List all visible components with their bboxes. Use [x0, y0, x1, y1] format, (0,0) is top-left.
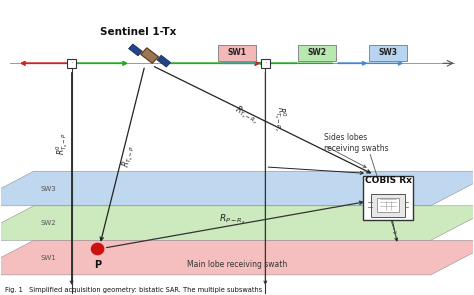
Text: SW1: SW1: [228, 48, 246, 58]
Text: P: P: [94, 260, 101, 270]
FancyBboxPatch shape: [141, 48, 158, 63]
Text: Fig. 1   Simplified acquisition geometry: bistatic SAR. The multiple subswaths: Fig. 1 Simplified acquisition geometry: …: [5, 287, 263, 294]
Text: COBIS Rx: COBIS Rx: [365, 176, 412, 185]
Text: Sentinel 1-Tx: Sentinel 1-Tx: [100, 27, 176, 37]
Text: ·: ·: [70, 59, 73, 68]
FancyBboxPatch shape: [128, 44, 142, 56]
FancyBboxPatch shape: [218, 45, 256, 61]
Text: SW2: SW2: [41, 220, 56, 226]
FancyBboxPatch shape: [369, 45, 407, 61]
Text: $R^0_{T_x-P}$: $R^0_{T_x-P}$: [54, 132, 70, 155]
Text: SW1: SW1: [41, 255, 56, 260]
FancyBboxPatch shape: [299, 45, 336, 61]
Polygon shape: [0, 206, 474, 240]
FancyBboxPatch shape: [363, 176, 413, 220]
FancyBboxPatch shape: [371, 194, 405, 217]
Text: SW3: SW3: [379, 48, 398, 58]
Circle shape: [91, 243, 104, 255]
Text: ·: ·: [264, 59, 267, 68]
FancyBboxPatch shape: [157, 55, 171, 67]
Text: $R_{T_x-P}$: $R_{T_x-P}$: [120, 143, 139, 169]
Text: $R_{T_x-R_z}$: $R_{T_x-R_z}$: [232, 103, 261, 127]
Polygon shape: [0, 240, 474, 275]
Text: $R^0_{T_x-R_z}$: $R^0_{T_x-R_z}$: [273, 106, 288, 132]
Text: SW3: SW3: [41, 186, 56, 191]
FancyBboxPatch shape: [261, 59, 270, 68]
Text: SW2: SW2: [308, 48, 327, 58]
Text: Main lobe receiving swath: Main lobe receiving swath: [187, 260, 287, 268]
FancyBboxPatch shape: [377, 198, 399, 212]
FancyBboxPatch shape: [67, 59, 76, 68]
Text: Sides lobes
receiving swaths: Sides lobes receiving swaths: [324, 133, 389, 153]
Polygon shape: [0, 171, 474, 206]
Text: $R_{P-R_z}$: $R_{P-R_z}$: [219, 212, 246, 225]
